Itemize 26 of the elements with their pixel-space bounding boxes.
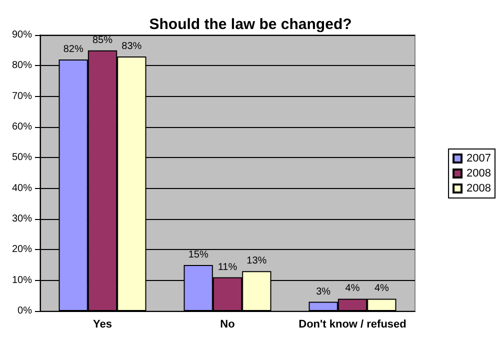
- data-label: 4%: [374, 283, 389, 294]
- legend-label: 2008: [466, 168, 492, 180]
- y-tick-label: 10%: [12, 274, 32, 286]
- y-tick-label: 60%: [12, 122, 32, 132]
- chart-title: Should the law be changed?: [149, 16, 352, 33]
- y-tick-label: 90%: [12, 30, 32, 40]
- data-label: 11%: [218, 262, 238, 273]
- data-label: 15%: [188, 250, 208, 260]
- y-tick-label: 20%: [12, 244, 32, 256]
- y-tick-label: 30%: [12, 214, 32, 224]
- data-label: 82%: [63, 44, 84, 56]
- legend-label: 2008: [466, 182, 492, 194]
- x-tick-label: Don't know / refused: [298, 318, 406, 330]
- legend-label: 2007: [466, 152, 492, 164]
- y-tick-label: 40%: [12, 182, 32, 194]
- y-tick-label: 70%: [12, 90, 32, 102]
- data-label: 13%: [246, 256, 267, 267]
- x-tick-label: No: [220, 318, 236, 330]
- x-tick-label: Yes: [93, 318, 112, 330]
- y-tick-label: 50%: [12, 152, 32, 164]
- y-tick-label: 80%: [12, 60, 32, 72]
- data-label: 4%: [345, 283, 360, 294]
- data-label: 3%: [316, 286, 331, 298]
- data-label: 83%: [122, 40, 142, 52]
- y-tick-label: 0%: [18, 306, 32, 316]
- data-label: 85%: [92, 34, 113, 46]
